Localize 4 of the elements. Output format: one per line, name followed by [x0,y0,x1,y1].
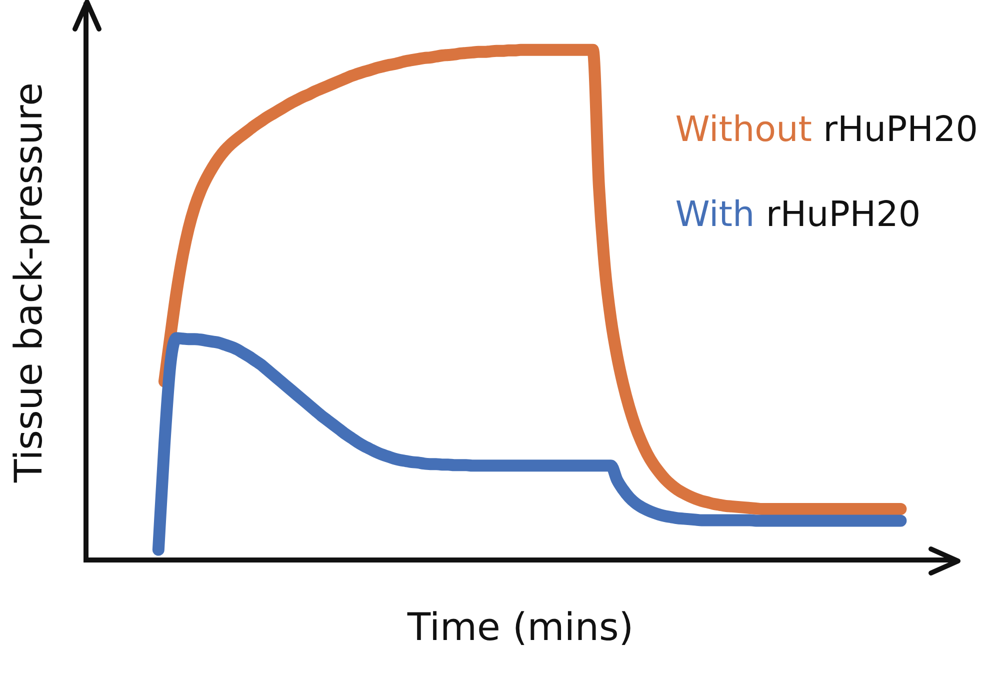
y-axis-title: Tissue back-pressure [6,82,51,484]
text: With rHuPH20 [675,194,922,236]
text: Without rHuPH20 [675,109,978,151]
x-axis-title: Time (mins) [406,605,634,650]
